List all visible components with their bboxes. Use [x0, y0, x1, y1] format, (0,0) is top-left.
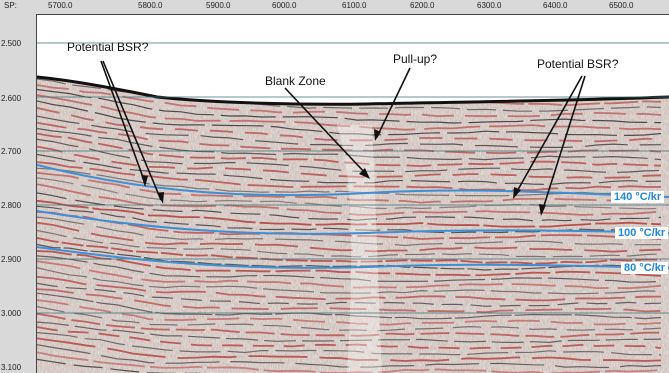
annotation-arrows	[100, 60, 586, 213]
time-tick: 2.600	[1, 94, 22, 103]
annotation-pull-up: Pull-up?	[393, 52, 438, 66]
annotation-potential-bsr-right: Potential BSR?	[537, 57, 619, 71]
isotherm-label-80: 80 °C/kr	[621, 262, 669, 274]
arrow-bsr-right-2	[541, 75, 586, 213]
time-tick: 3.000	[1, 309, 22, 318]
isotherm-label-100: 100 °C/kr	[615, 227, 669, 239]
time-tick: 2.800	[1, 201, 22, 210]
shotpoint-tick: 5800.0	[138, 1, 163, 10]
shotpoint-tick: 5900.0	[206, 1, 231, 10]
arrow-blank-zone	[284, 87, 368, 176]
isotherm-80	[37, 246, 669, 269]
time-tick: 3.100	[1, 363, 22, 372]
isotherm-140	[37, 164, 669, 198]
arrow-head	[374, 129, 381, 141]
arrow-bsr-right-1	[514, 75, 583, 196]
shotpoint-tick: 6100.0	[342, 1, 367, 10]
annotation-potential-bsr-left: Potential BSR?	[67, 40, 149, 54]
annotation-blank-zone: Blank Zone	[265, 74, 326, 88]
arrow-bsr-left-1	[100, 60, 146, 184]
arrow-head	[359, 168, 370, 179]
isotherm-label-140: 140 °C/kr	[611, 191, 665, 203]
shotpoint-tick: 6200.0	[410, 1, 435, 10]
arrow-pull-up	[376, 67, 411, 138]
arrow-head	[157, 192, 164, 204]
shotpoint-tick: 6400.0	[543, 1, 568, 10]
shotpoint-tick: 6300.0	[477, 1, 502, 10]
seismic-plot-area: Potential BSR? Blank Zone Pull-up? Poten…	[37, 15, 669, 373]
time-tick: 2.900	[1, 255, 22, 264]
time-tick: 2.500	[1, 39, 22, 48]
arrow-head	[539, 204, 546, 216]
blank-zone-chimney	[337, 125, 382, 373]
sediment-section	[37, 77, 669, 373]
time-tick: 2.700	[1, 147, 22, 156]
arrow-head	[513, 187, 521, 199]
shotpoint-axis: SP: 5700.0 5800.0 5900.0 6000.0 6100.0 6…	[0, 0, 669, 15]
two-way-time-axis: 2.500 2.600 2.700 2.800 2.900 3.000 3.10…	[0, 14, 37, 373]
shotpoint-tick: 6500.0	[609, 1, 634, 10]
seafloor-reflector	[37, 75, 669, 106]
isotherm-100	[37, 210, 669, 235]
shotpoint-tick: 5700.0	[48, 1, 73, 10]
shotpoint-tick: 6000.0	[272, 1, 297, 10]
arrow-head	[141, 175, 148, 187]
seismic-image	[37, 15, 669, 373]
arrow-heads	[141, 129, 546, 216]
shotpoint-axis-prefix: SP:	[4, 1, 17, 10]
arrow-bsr-left-2	[102, 60, 162, 201]
